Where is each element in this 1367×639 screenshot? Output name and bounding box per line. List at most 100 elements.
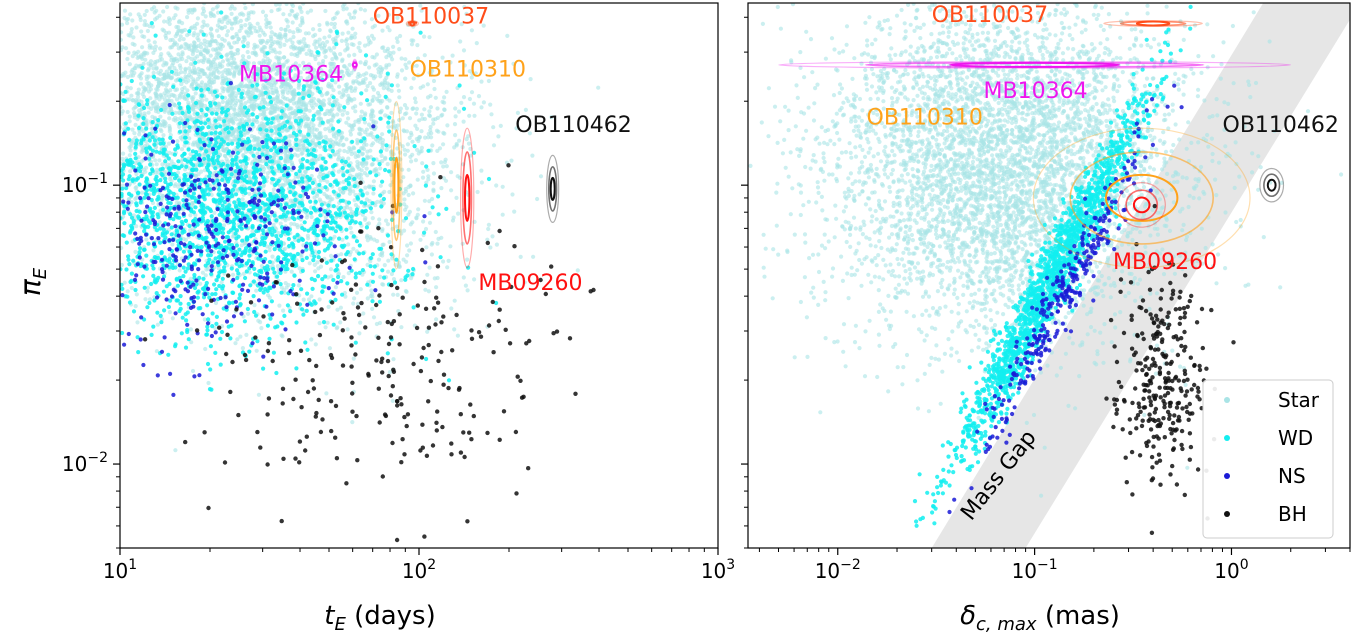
point-star <box>327 46 332 51</box>
point-star <box>125 74 130 80</box>
point-wd <box>317 89 322 94</box>
point-star <box>314 237 319 242</box>
point-star <box>425 272 430 277</box>
point-wd <box>271 266 276 271</box>
point-star <box>427 70 432 75</box>
point-star <box>229 86 234 92</box>
point-star <box>136 87 141 92</box>
point-wd <box>197 163 202 168</box>
point-star <box>145 28 150 34</box>
point-star <box>420 116 425 121</box>
point-wd <box>144 149 149 155</box>
point-star <box>307 126 312 131</box>
point-star <box>133 249 138 254</box>
point-star <box>431 78 437 84</box>
point-star <box>312 132 317 137</box>
point-star <box>229 45 234 50</box>
point-star <box>405 243 410 248</box>
point-star <box>427 211 432 216</box>
point-star <box>287 115 293 120</box>
point-star <box>240 54 246 59</box>
point-star <box>391 44 396 50</box>
point-star <box>213 47 218 52</box>
point-star <box>173 5 178 10</box>
point-wd <box>357 243 362 248</box>
point-star <box>325 320 330 325</box>
point-wd <box>334 42 339 47</box>
point-star <box>208 77 213 82</box>
point-star <box>358 48 363 54</box>
point-star <box>177 124 182 129</box>
point-star <box>149 126 154 131</box>
point-star <box>191 95 196 100</box>
point-star <box>345 42 350 47</box>
point-star <box>380 282 385 287</box>
point-star <box>310 53 315 58</box>
point-star <box>397 47 402 52</box>
point-star <box>471 101 477 106</box>
point-star <box>369 210 374 215</box>
point-star <box>157 158 162 163</box>
point-star <box>329 274 334 279</box>
point-star <box>314 45 319 50</box>
point-star <box>297 28 303 33</box>
point-star <box>252 303 257 308</box>
point-wd <box>311 113 316 118</box>
point-star <box>129 27 134 32</box>
point-star <box>369 162 374 167</box>
point-wd <box>311 148 317 153</box>
point-star <box>435 148 440 153</box>
point-star <box>346 116 351 121</box>
point-star <box>296 83 301 88</box>
point-star <box>291 30 296 35</box>
point-star <box>523 107 529 112</box>
point-star <box>462 63 467 68</box>
point-star <box>244 30 250 35</box>
point-star <box>279 285 284 290</box>
point-wd <box>195 290 200 295</box>
point-wd <box>300 258 305 263</box>
point-star <box>351 301 356 306</box>
point-star <box>336 107 341 112</box>
point-star <box>357 127 362 132</box>
point-star <box>303 124 308 129</box>
point-star <box>345 149 350 154</box>
point-star <box>250 50 255 56</box>
point-star <box>376 67 381 72</box>
point-star <box>491 125 496 130</box>
point-wd <box>183 140 188 145</box>
point-star <box>457 138 462 143</box>
point-star <box>206 48 211 53</box>
point-star <box>531 254 536 259</box>
point-star <box>371 94 376 99</box>
point-wd <box>210 311 215 316</box>
point-star <box>132 131 137 136</box>
point-wd <box>359 139 364 144</box>
point-star <box>208 53 213 58</box>
point-star <box>404 111 409 116</box>
point-star <box>167 253 172 258</box>
point-star <box>409 85 414 90</box>
point-star <box>368 236 374 241</box>
point-star <box>410 64 415 69</box>
point-star <box>335 10 340 15</box>
point-star <box>370 98 375 103</box>
point-star <box>398 106 403 111</box>
point-star <box>300 15 305 21</box>
point-wd <box>457 83 462 88</box>
point-star <box>315 70 320 75</box>
point-star <box>429 135 434 140</box>
point-star <box>431 171 437 176</box>
point-star <box>269 36 274 41</box>
point-star <box>140 92 145 97</box>
point-star <box>169 58 174 63</box>
point-star <box>369 143 374 148</box>
point-star <box>301 66 306 71</box>
point-star <box>365 222 370 227</box>
point-star <box>239 67 244 72</box>
point-star <box>135 320 140 325</box>
point-star <box>511 61 516 66</box>
point-star <box>276 230 281 236</box>
point-star <box>307 48 312 53</box>
point-star <box>345 46 350 52</box>
